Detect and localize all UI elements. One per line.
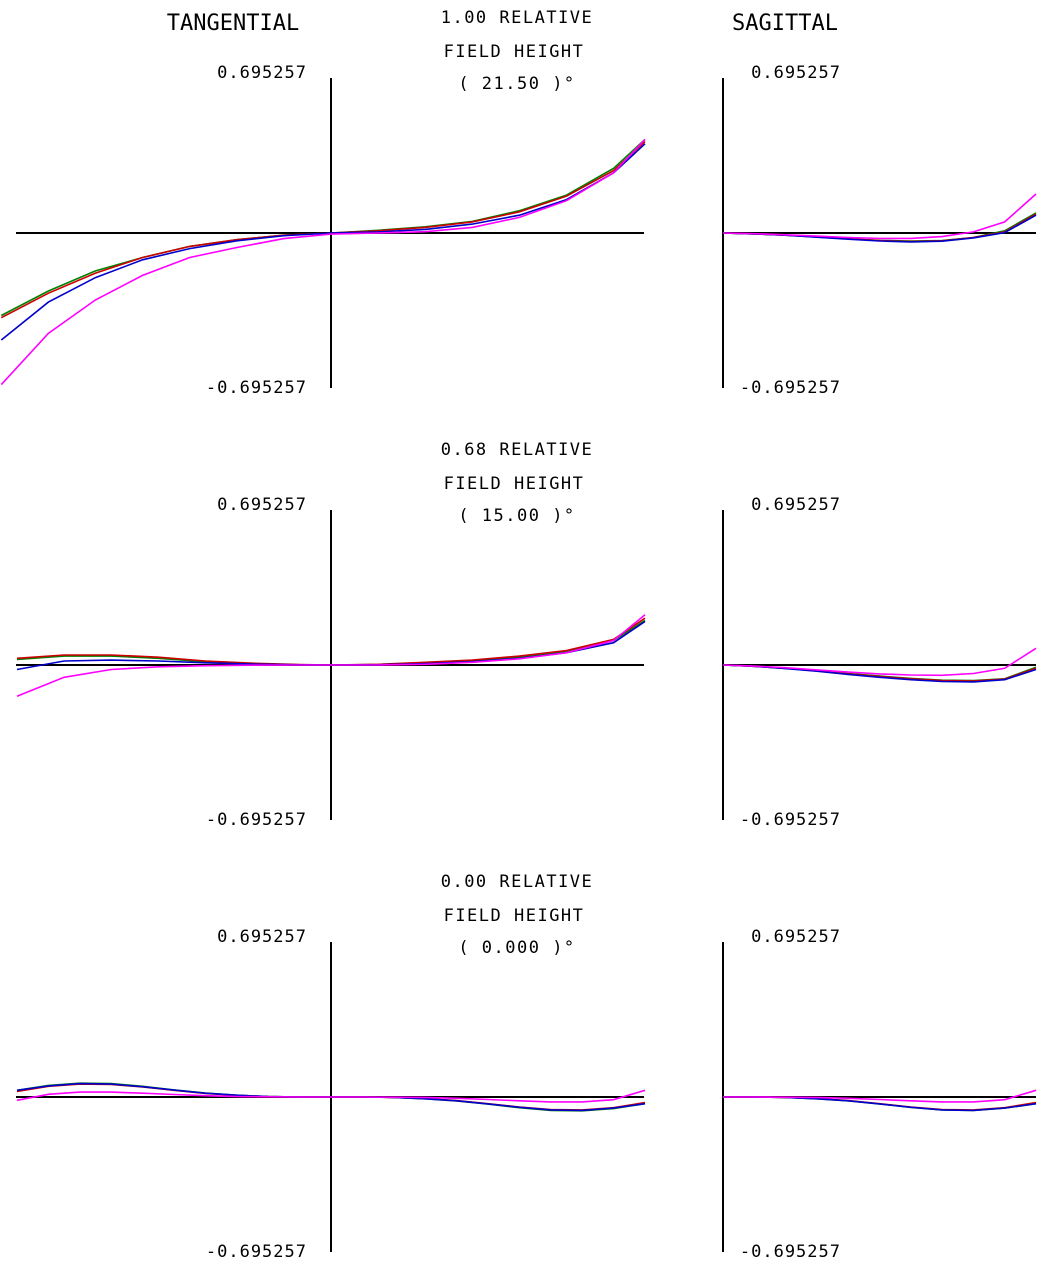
tangential-ymax-label: 0.695257 <box>217 495 307 515</box>
sagittal-ymax-label: 0.695257 <box>751 495 841 515</box>
tangential-series-1 <box>0 138 646 317</box>
tangential-series-4 <box>0 138 646 386</box>
sagittal-series-4 <box>723 1089 1037 1103</box>
sagittal-series-2 <box>722 213 1037 243</box>
field-height-caption: FIELD HEIGHT <box>444 474 585 494</box>
fan-panel-2: 0.68 RELATIVE FIELD HEIGHT ( 15.00 )° 0.695… <box>16 440 1037 830</box>
sagittal-series-4 <box>722 193 1037 240</box>
fan-panels: 1.00 RELATIVE FIELD HEIGHT ( 21.50 )° 0.695… <box>0 8 1037 1262</box>
field-height-label: 0.68 RELATIVE <box>441 440 594 460</box>
fan-panel-1: 1.00 RELATIVE FIELD HEIGHT ( 21.50 )° 0.695… <box>0 8 1037 398</box>
tangential-ymin-label: -0.695257 <box>206 1242 307 1262</box>
tangential-ymin-label: -0.695257 <box>206 378 307 398</box>
field-height-label: 1.00 RELATIVE <box>441 8 594 28</box>
field-height-caption: FIELD HEIGHT <box>444 906 585 926</box>
field-angle-label: ( 15.00 )° <box>458 506 575 526</box>
field-angle-label: ( 0.000 )° <box>458 938 575 958</box>
tangential-series-4 <box>16 1089 646 1103</box>
field-height-label: 0.00 RELATIVE <box>441 872 594 892</box>
tangential-header: TANGENTIAL <box>167 11 299 36</box>
fan-panel-3: 0.00 RELATIVE FIELD HEIGHT ( 0.000 )° 0.695… <box>16 872 1037 1262</box>
sagittal-ymax-label: 0.695257 <box>751 63 841 83</box>
tangential-ymin-label: -0.695257 <box>206 810 307 830</box>
sagittal-ymin-label: -0.695257 <box>740 378 841 398</box>
tangential-series-3 <box>0 143 646 341</box>
sagittal-series-4 <box>722 647 1037 677</box>
tangential-ymax-label: 0.695257 <box>217 927 307 947</box>
field-height-caption: FIELD HEIGHT <box>444 42 585 62</box>
tangential-series-2 <box>0 141 646 319</box>
sagittal-ymin-label: -0.695257 <box>740 1242 841 1262</box>
tangential-ymax-label: 0.695257 <box>217 63 307 83</box>
sagittal-ymin-label: -0.695257 <box>740 810 841 830</box>
sagittal-header: SAGITTAL <box>732 11 838 36</box>
field-angle-label: ( 21.50 )° <box>458 74 575 94</box>
sagittal-ymax-label: 0.695257 <box>751 927 841 947</box>
tangential-series-4 <box>16 614 646 697</box>
